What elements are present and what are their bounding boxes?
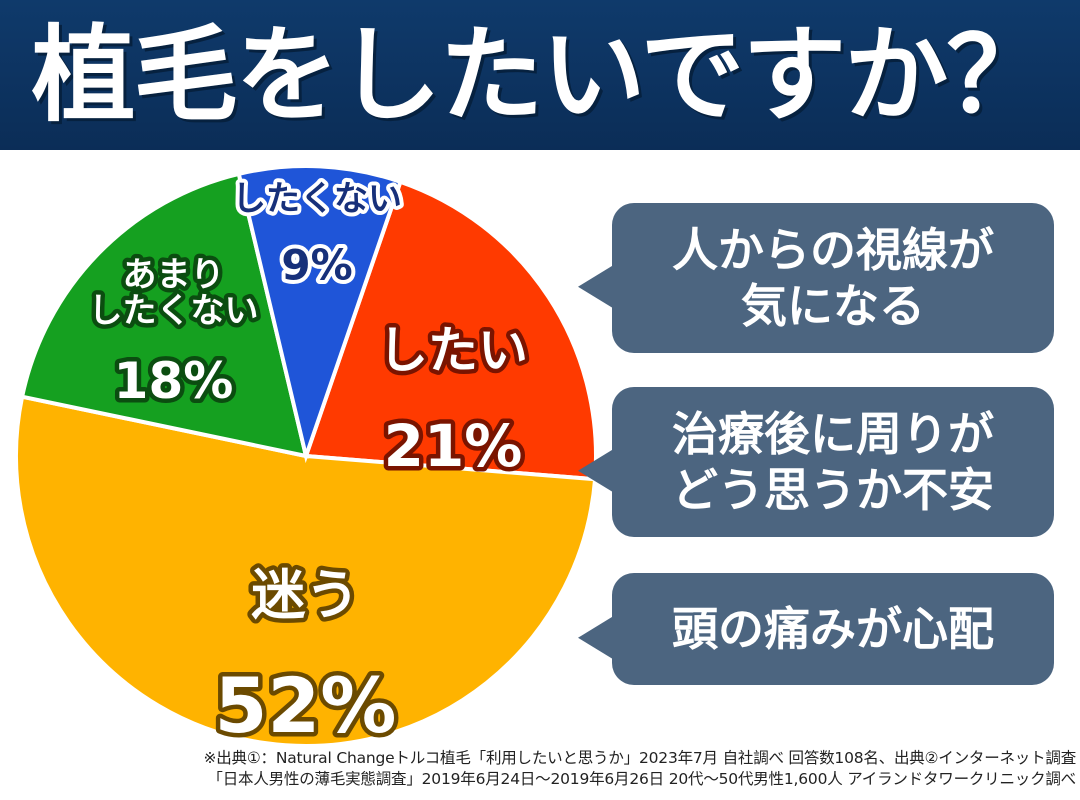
slice-percent: 18%: [114, 352, 234, 410]
bubble-text: 人からの視線が 気になる: [672, 222, 994, 333]
source-line-1: ※出典①：Natural Changeトルコ植毛「利用したいと思うか」2023年…: [203, 749, 1076, 767]
slice-label: あまりしたくない: [89, 255, 259, 331]
slice-label: したい: [378, 322, 528, 380]
pie-slice: [19, 171, 309, 459]
bubble-text: 治療後に周りが どう思うか不安: [672, 406, 994, 517]
pie-chart: したい 21% 迷う 52% あまりしたくない 18% したくない 9%: [14, 164, 598, 748]
slice-label: したくない: [232, 179, 402, 219]
page-title: 植毛をしたいですか？: [31, 14, 1051, 136]
slice-label-group: したい 21%: [374, 317, 533, 485]
slice-label: 迷う: [251, 564, 359, 627]
title-banner: 植毛をしたいですか？: [0, 0, 1080, 150]
speech-bubble-gaze: 人からの視線が 気になる: [612, 203, 1054, 353]
speech-bubble-anxiety: 治療後に周りが どう思うか不安: [612, 387, 1054, 537]
source-line-2: 「日本人男性の薄毛実態調査」2019年6月24日〜2019年6月26日 20代〜…: [207, 769, 1076, 788]
slice-label-group: したくない 9%: [228, 175, 406, 293]
slice-percent: 21%: [384, 412, 523, 480]
pie-slice: [236, 164, 403, 464]
source-note: ※出典①：Natural Changeトルコ植毛「利用したいと思うか」2023年…: [0, 748, 1080, 790]
pie-slice: [303, 179, 598, 482]
pie-slice: [14, 394, 598, 748]
slice-label-group: 迷う 52%: [210, 559, 401, 748]
slice-percent: 52%: [214, 661, 396, 748]
slice-label-group: あまりしたくない 18%: [84, 251, 263, 415]
slice-percent: 9%: [281, 240, 352, 289]
bubble-text: 頭の痛みが心配: [672, 601, 994, 656]
speech-bubble-pain: 頭の痛みが心配: [612, 573, 1054, 685]
